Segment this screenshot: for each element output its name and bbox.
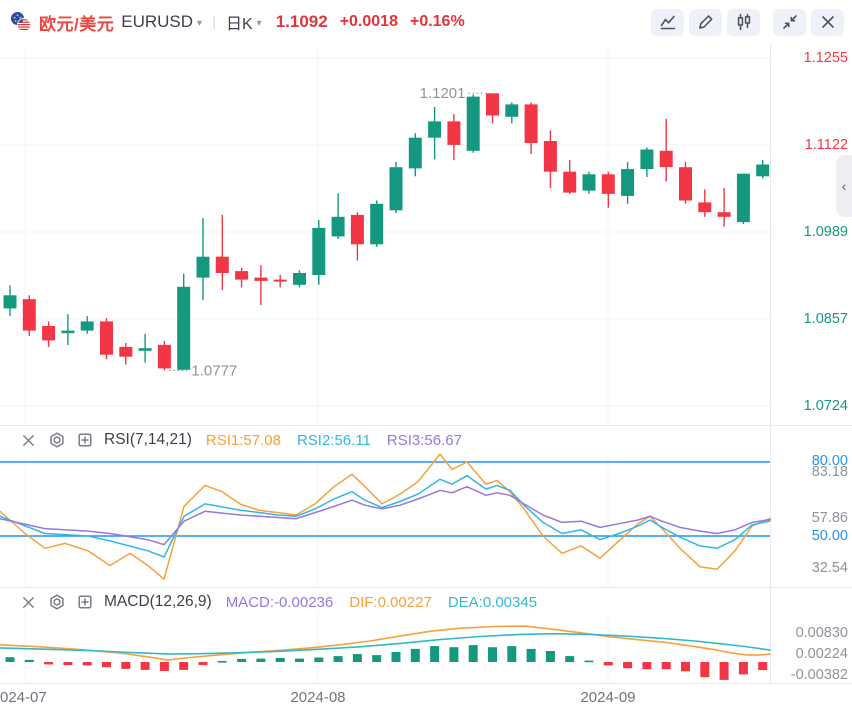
panel-separators xyxy=(0,44,852,684)
close-button[interactable] xyxy=(811,8,844,36)
price-change: +0.0018 xyxy=(339,13,398,30)
chevron-left-icon: ‹ xyxy=(841,178,847,194)
rsi-rsi3-value: RSI3:56.67 xyxy=(386,431,462,449)
rsi-close-icon[interactable] xyxy=(20,431,39,450)
pair-symbol[interactable]: EURUSD xyxy=(121,12,194,31)
chart-header: 欧元/美元 EURUSD ▾ | 日K ▾ 1.1092 +0.0018 +0.… xyxy=(0,0,852,44)
timeframe-dropdown-caret[interactable]: ▾ xyxy=(256,17,262,29)
symbol-dropdown-caret[interactable]: ▾ xyxy=(197,17,203,29)
close-icon xyxy=(821,16,834,28)
candlestick-series xyxy=(3,93,770,371)
macd-close-icon[interactable] xyxy=(20,593,39,612)
rsi-panel-header: RSI(7,14,21) RSI1:57.08 RSI2:56.11 RSI3:56… xyxy=(20,428,478,452)
rsi-level-lines xyxy=(0,461,770,537)
macd-macd-value: MACD:-0.00236 xyxy=(225,593,334,611)
header-divider: | xyxy=(212,13,216,31)
rsi-expand-icon[interactable] xyxy=(76,431,95,450)
price-change-percent: +0.16% xyxy=(409,13,465,30)
gridlines xyxy=(0,46,770,682)
pair-flag-icon xyxy=(11,12,31,32)
timeframe-selector[interactable]: 日K xyxy=(225,16,253,33)
macd-histogram xyxy=(5,645,768,680)
collapse-button[interactable] xyxy=(773,8,806,36)
svg-text:1.0777: 1.0777 xyxy=(191,362,237,379)
pair-name-chinese[interactable]: 欧元/美元 xyxy=(39,14,115,34)
macd-expand-icon[interactable] xyxy=(76,593,95,612)
macd-panel-header: MACD(12,26,9) MACD:-0.00236 DIF:0.00227 DE… xyxy=(20,590,553,614)
macd-lines xyxy=(0,625,771,661)
rsi-settings-icon[interactable] xyxy=(48,431,67,450)
rsi-lines xyxy=(0,453,771,580)
macd-dea-value: DEA:0.00345 xyxy=(447,593,538,611)
area-chart-icon xyxy=(660,15,675,30)
axis-collapse-tab[interactable]: ‹ xyxy=(836,155,852,217)
candlestick-style-button[interactable] xyxy=(727,8,760,36)
rsi-rsi2-value: RSI2:56.11 xyxy=(296,431,371,449)
draw-button[interactable] xyxy=(689,8,722,36)
last-price: 1.1092 xyxy=(275,12,328,31)
area-chart-button[interactable] xyxy=(651,8,684,36)
macd-dif-value: DIF:0.00227 xyxy=(349,593,432,611)
chart-toolbar xyxy=(646,8,844,36)
candlestick-style-icon xyxy=(737,13,750,31)
collapse-icon xyxy=(782,15,797,29)
svg-text:1.1201: 1.1201 xyxy=(420,85,466,102)
price-annotations: 1.1201 1.0777 xyxy=(169,85,488,379)
rsi-title: RSI(7,14,21) xyxy=(104,431,192,448)
macd-settings-icon[interactable] xyxy=(48,593,67,612)
rsi-rsi1-value: RSI1:57.08 xyxy=(205,431,281,449)
draw-icon xyxy=(698,15,712,29)
macd-title: MACD(12,26,9) xyxy=(104,593,212,610)
